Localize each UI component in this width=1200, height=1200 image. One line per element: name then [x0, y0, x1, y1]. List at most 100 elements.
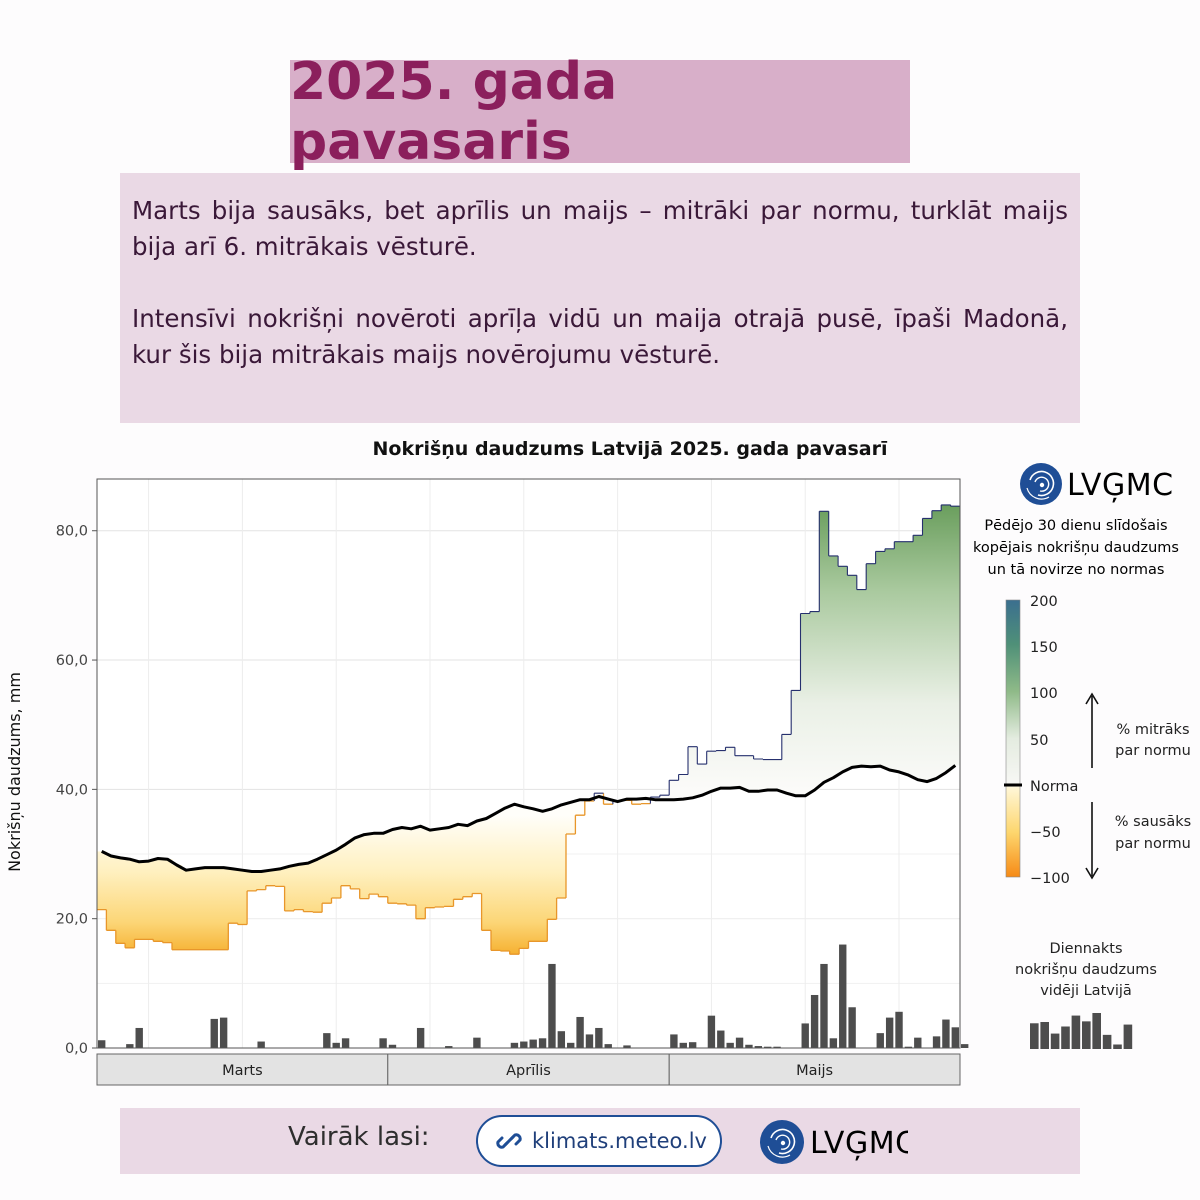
drier-fill	[331, 850, 342, 898]
y-tick-label: 0,0	[65, 1041, 88, 1057]
wetter-fill	[809, 611, 820, 791]
wetter-fill	[828, 555, 839, 778]
drier-fill	[537, 811, 548, 942]
daily-icon-bar	[1061, 1026, 1070, 1049]
daily-icon-bar	[1082, 1021, 1091, 1049]
daily-bar	[595, 1027, 603, 1048]
drier-fill	[509, 804, 520, 955]
wetter-fill	[687, 746, 698, 798]
wetter-fill	[725, 747, 736, 789]
colorbar-tick-label: 200	[1030, 594, 1058, 610]
drier-fill	[640, 798, 651, 804]
drier-fill	[406, 828, 417, 906]
rolling-caption-line-2: kopējais nokrišņu daudzums	[973, 540, 1179, 556]
daily-bar	[839, 944, 847, 1048]
y-axis: 0,0 20,0 40,0 60,0 80,0	[56, 524, 97, 1057]
wetter-fill	[753, 758, 764, 792]
footer-logo-text: LVĢMC	[810, 1126, 908, 1161]
drier-arrow-icon	[1085, 802, 1099, 880]
drier-fill	[340, 844, 351, 886]
daily-bar	[717, 1030, 725, 1048]
lvgmc-logo-sidebar: LVĢMC	[1020, 463, 1174, 505]
lvgmc-logo-footer: LVĢMC	[760, 1120, 908, 1164]
page-title: 2025. gada pavasaris	[290, 51, 618, 172]
daily-caption-line-1: Diennakts	[1049, 941, 1122, 957]
description-box: Marts bija sausāks, bet aprīlis un maijs…	[120, 173, 1080, 423]
daily-bar	[520, 1041, 528, 1048]
wetter-fill	[922, 518, 933, 782]
read-more-link[interactable]: klimats.meteo.lv	[476, 1115, 722, 1167]
daily-bar	[951, 1027, 959, 1048]
drier-fill	[171, 865, 182, 950]
wetter-fill	[950, 506, 960, 766]
drier-fill	[209, 867, 220, 950]
wetter-fill	[668, 780, 679, 800]
daily-bar	[416, 1027, 425, 1048]
rolling-caption-line-3: un tā novirze no normas	[988, 562, 1165, 578]
drier-fill	[218, 867, 229, 950]
drier-fill	[303, 863, 314, 912]
drier-fill	[368, 833, 379, 895]
drier-fill	[481, 818, 492, 931]
wetter-fill	[837, 566, 848, 772]
daily-bar	[735, 1037, 744, 1048]
daily-icon-bar	[1123, 1024, 1133, 1049]
colorbar-tick-label: 50	[1030, 733, 1048, 749]
daily-caption-line-2: nokrišņu daudzums	[1015, 962, 1157, 978]
wetter-fill	[903, 541, 914, 776]
actual-30day-line-dry	[97, 793, 651, 955]
drier-fill	[199, 867, 210, 950]
month-strip-cell	[96, 1053, 389, 1086]
drier-fill	[321, 854, 332, 904]
wetter-fill	[856, 589, 867, 767]
drier-fill	[603, 799, 614, 805]
drier-fill	[115, 857, 126, 944]
drier-fill	[631, 799, 642, 805]
norm-30day-line	[101, 764, 957, 873]
wetter-fill	[884, 548, 895, 770]
daily-bar	[942, 1019, 950, 1048]
sidebar-logo-text: LVĢMC	[1067, 468, 1174, 503]
wetter-fill	[940, 504, 951, 773]
drier-fill	[500, 808, 511, 952]
daily-bar	[379, 1038, 387, 1048]
colorbar-legend: 200 150 100 50 Norma −50 −100 % mitrāks par no…	[1004, 594, 1191, 887]
daily-bar	[510, 1042, 519, 1048]
drier-fill	[106, 855, 117, 931]
daily-bar	[961, 1044, 969, 1048]
wetter-fill	[931, 510, 942, 779]
daily-bar	[585, 1034, 594, 1048]
drier-fill	[124, 859, 135, 948]
drier-fill	[490, 813, 501, 951]
wetter-fill	[678, 774, 689, 800]
footer-label: Vairāk lasi:	[288, 1122, 430, 1152]
daily-bars-icon	[1030, 1013, 1133, 1049]
wetter-fill	[781, 734, 792, 794]
y-axis-label: Nokrišņu daudzums, mm	[5, 672, 24, 872]
drier-fill	[462, 825, 473, 897]
chart-title: Nokrišņu daudzums Latvijā 2025. gada pav…	[372, 438, 888, 460]
wetter-label-line-1: % mitrāks	[1116, 722, 1189, 738]
month-strip-cell	[668, 1053, 961, 1086]
link-icon	[496, 1133, 522, 1149]
daily-bar	[876, 1033, 884, 1048]
drier-fill	[546, 808, 557, 920]
daily-bar	[341, 1038, 350, 1048]
colorbar-tick-label: −50	[1030, 825, 1061, 841]
drier-fill	[556, 804, 567, 898]
description-paragraph-2: Intensīvi nokrišņi novēroti aprīļa vidū …	[132, 304, 1068, 369]
colorbar	[1005, 599, 1021, 878]
daily-bar	[848, 1007, 856, 1048]
daily-bar	[332, 1042, 340, 1048]
daily-bar	[726, 1042, 734, 1048]
daily-bar	[98, 1040, 106, 1048]
daily-icon-bar	[1102, 1034, 1112, 1049]
colorbar-tick-label: 150	[1030, 640, 1058, 656]
daily-bar	[801, 1023, 809, 1048]
drier-fill	[528, 808, 539, 942]
daily-bar	[932, 1036, 941, 1048]
drier-fill	[518, 806, 529, 949]
daily-bar	[914, 1037, 922, 1048]
daily-bar	[810, 994, 819, 1048]
y-tick-label: 60,0	[56, 653, 88, 669]
